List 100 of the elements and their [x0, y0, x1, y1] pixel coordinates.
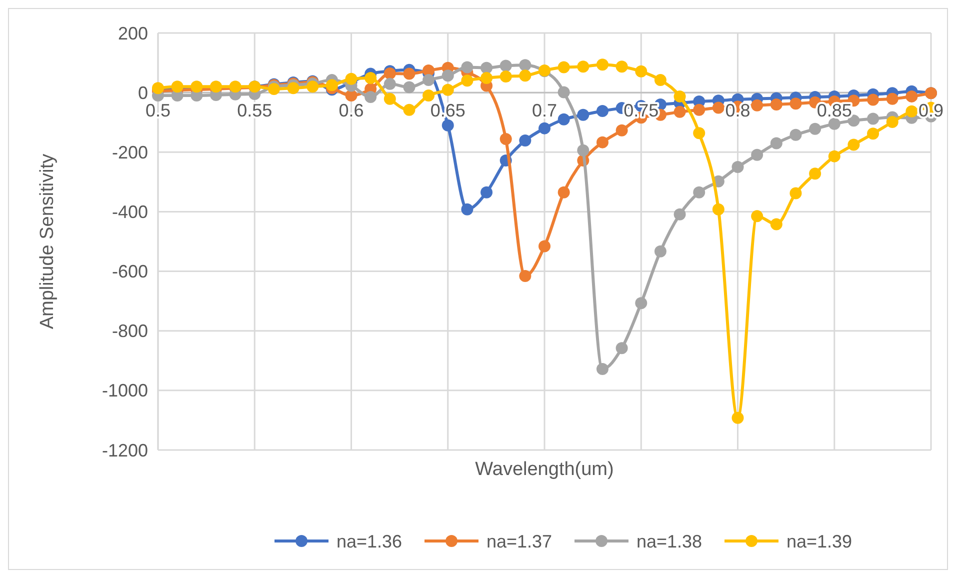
point [287, 82, 300, 94]
point [384, 92, 396, 105]
point [790, 128, 802, 141]
y-tick-label: 0 [138, 82, 148, 103]
y-tick-label: -1000 [102, 380, 148, 401]
y-tick-label: -400 [112, 202, 148, 222]
point [442, 84, 454, 96]
point [519, 270, 532, 282]
point [461, 74, 474, 87]
legend-label: na=1.36 [336, 531, 402, 552]
point [538, 122, 550, 134]
point [906, 90, 918, 102]
x-tick-label: 0.6 [338, 100, 364, 121]
point [384, 78, 396, 90]
y-tick-label: -200 [112, 142, 148, 162]
point [848, 138, 860, 151]
point [906, 105, 918, 118]
point [596, 362, 608, 375]
point [693, 104, 706, 116]
legend-label: na=1.38 [636, 531, 702, 552]
point [577, 60, 590, 73]
point [519, 70, 532, 82]
point [732, 161, 744, 174]
point [674, 208, 686, 220]
point [538, 240, 550, 252]
point [577, 108, 590, 121]
point [751, 99, 764, 112]
point [828, 118, 840, 130]
point [674, 90, 686, 102]
point [326, 79, 338, 92]
point [480, 72, 493, 84]
point [558, 113, 570, 126]
legend-label: na=1.39 [786, 531, 852, 552]
point [828, 150, 840, 162]
point [519, 134, 532, 147]
point [384, 68, 396, 80]
point [500, 60, 512, 72]
point [480, 186, 493, 198]
point [403, 68, 416, 80]
x-tick-label: 0.55 [237, 100, 272, 121]
point [480, 62, 493, 74]
point [616, 60, 628, 73]
point [345, 72, 358, 85]
point [519, 59, 532, 72]
point [809, 122, 822, 135]
point [867, 128, 880, 140]
point [809, 168, 822, 180]
point [674, 106, 686, 118]
point [654, 74, 666, 86]
point [616, 342, 628, 354]
point [732, 412, 744, 424]
point [364, 91, 377, 104]
point [364, 72, 377, 84]
y-tick-label: -600 [112, 262, 148, 282]
point [442, 70, 454, 82]
point [558, 61, 570, 74]
point [751, 210, 764, 222]
point [500, 133, 512, 146]
point [403, 104, 416, 116]
point [461, 61, 474, 74]
point [635, 297, 648, 310]
point [886, 116, 898, 128]
y-axis-title: Amplitude Sensitivity [37, 153, 58, 330]
point [596, 136, 608, 148]
legend-label: na=1.37 [486, 531, 552, 552]
point [770, 137, 782, 150]
y-tick-label: -800 [112, 321, 148, 342]
point [770, 98, 782, 110]
point [867, 112, 880, 125]
point [616, 124, 628, 136]
point [577, 144, 590, 156]
point [422, 90, 435, 102]
point [886, 92, 898, 105]
point [422, 74, 435, 86]
point [867, 94, 880, 106]
x-tick-label: 0.7 [532, 100, 558, 121]
point [171, 80, 184, 93]
point [306, 80, 319, 93]
point [790, 98, 802, 110]
point [345, 90, 358, 102]
point [654, 245, 666, 258]
point [770, 218, 782, 230]
point [693, 186, 706, 198]
point [693, 127, 706, 140]
point [403, 81, 416, 94]
point [442, 119, 454, 132]
point [790, 187, 802, 200]
y-tick-label: 200 [118, 23, 148, 44]
point [558, 186, 570, 198]
point [500, 70, 512, 82]
point [751, 148, 764, 161]
point [712, 102, 724, 114]
x-tick-label: 0.5 [145, 100, 171, 121]
y-tick-label: -1200 [102, 440, 148, 460]
point [596, 58, 608, 71]
point [635, 65, 648, 78]
point [461, 203, 474, 216]
point [596, 105, 608, 118]
point [712, 203, 724, 216]
x-tick-label: 0.85 [816, 100, 852, 121]
